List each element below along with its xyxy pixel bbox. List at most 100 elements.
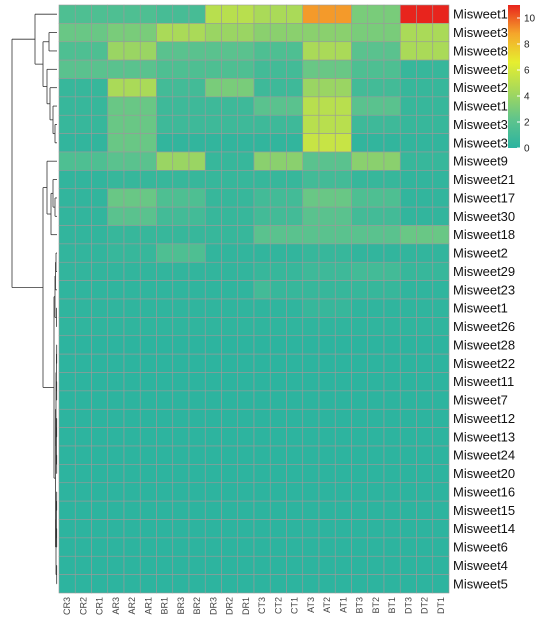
heatmap-cell bbox=[107, 4, 125, 24]
heatmap-cell bbox=[172, 298, 190, 318]
heatmap-cell bbox=[91, 390, 109, 410]
heatmap-cell bbox=[367, 170, 385, 190]
heatmap-cell bbox=[91, 170, 109, 190]
heatmap-cell bbox=[107, 445, 125, 465]
heatmap-cell bbox=[188, 427, 206, 447]
heatmap-cell bbox=[123, 427, 141, 447]
heatmap-cell bbox=[188, 372, 206, 392]
heatmap-cell bbox=[156, 225, 174, 245]
heatmap-cell bbox=[286, 151, 304, 171]
heatmap-cell bbox=[416, 464, 434, 484]
heatmap-cell bbox=[318, 445, 336, 465]
heatmap-cell bbox=[139, 464, 157, 484]
heatmap-cell bbox=[416, 317, 434, 337]
heatmap-cell bbox=[416, 243, 434, 263]
heatmap-cell bbox=[416, 298, 434, 318]
heatmap-cell bbox=[367, 225, 385, 245]
heatmap-cell bbox=[269, 41, 287, 61]
heatmap-cell bbox=[58, 188, 76, 208]
heatmap-cell bbox=[58, 243, 76, 263]
heatmap-cell bbox=[221, 261, 239, 281]
heatmap-cell bbox=[58, 96, 76, 116]
heatmap-cell bbox=[367, 280, 385, 300]
heatmap-cell bbox=[302, 151, 320, 171]
heatmap-cell bbox=[334, 261, 352, 281]
heatmap-cell bbox=[123, 353, 141, 373]
heatmap-cell bbox=[237, 427, 255, 447]
heatmap-cell bbox=[253, 537, 271, 557]
heatmap-cell bbox=[188, 519, 206, 539]
heatmap-cell bbox=[367, 482, 385, 502]
heatmap-cell bbox=[221, 188, 239, 208]
heatmap-cell bbox=[221, 298, 239, 318]
heatmap-cell bbox=[286, 500, 304, 520]
heatmap-cell bbox=[58, 114, 76, 134]
heatmap-cell bbox=[399, 353, 417, 373]
heatmap-cell bbox=[383, 59, 401, 79]
heatmap-cell bbox=[237, 41, 255, 61]
column-label: DR1 bbox=[241, 597, 251, 615]
heatmap-cell bbox=[286, 298, 304, 318]
heatmap-cell bbox=[432, 4, 450, 24]
heatmap-cell bbox=[172, 372, 190, 392]
heatmap-cell bbox=[123, 133, 141, 153]
heatmap-cell bbox=[318, 298, 336, 318]
heatmap-cell bbox=[432, 317, 450, 337]
heatmap-cell bbox=[172, 555, 190, 575]
heatmap-cell bbox=[367, 317, 385, 337]
heatmap-cell bbox=[416, 133, 434, 153]
heatmap-cell bbox=[172, 537, 190, 557]
heatmap-cell bbox=[269, 298, 287, 318]
heatmap-cell bbox=[286, 170, 304, 190]
heatmap-cell bbox=[253, 41, 271, 61]
column-label: BR1 bbox=[160, 597, 170, 615]
heatmap-cell bbox=[107, 519, 125, 539]
heatmap-cell bbox=[269, 390, 287, 410]
heatmap-cell bbox=[139, 317, 157, 337]
heatmap-cell bbox=[383, 574, 401, 594]
row-label: Misweet25 bbox=[453, 62, 515, 77]
heatmap-cell bbox=[172, 280, 190, 300]
row-label: Misweet30 bbox=[453, 209, 515, 224]
heatmap-cell bbox=[367, 427, 385, 447]
heatmap-cell bbox=[188, 96, 206, 116]
heatmap-cell bbox=[58, 41, 76, 61]
heatmap-cell bbox=[399, 243, 417, 263]
heatmap-cell bbox=[432, 280, 450, 300]
heatmap-cell bbox=[416, 280, 434, 300]
heatmap-cell bbox=[432, 188, 450, 208]
heatmap-cell bbox=[302, 408, 320, 428]
row-label: Misweet15 bbox=[453, 503, 515, 518]
heatmap-cell bbox=[318, 23, 336, 43]
heatmap-cell bbox=[107, 537, 125, 557]
heatmap-cell bbox=[399, 298, 417, 318]
heatmap-cell bbox=[269, 188, 287, 208]
heatmap-cell bbox=[334, 133, 352, 153]
heatmap-cell bbox=[91, 225, 109, 245]
heatmap-cell bbox=[269, 206, 287, 226]
heatmap-cell bbox=[302, 41, 320, 61]
heatmap-cell bbox=[416, 353, 434, 373]
heatmap-cell bbox=[383, 372, 401, 392]
heatmap-cell bbox=[107, 335, 125, 355]
heatmap-cell bbox=[188, 390, 206, 410]
heatmap-cell bbox=[172, 133, 190, 153]
heatmap-cell bbox=[156, 317, 174, 337]
heatmap-cell bbox=[399, 170, 417, 190]
heatmap-cell bbox=[399, 555, 417, 575]
heatmap-cell bbox=[107, 225, 125, 245]
heatmap-cell bbox=[367, 243, 385, 263]
heatmap-cell bbox=[58, 464, 76, 484]
heatmap-cell bbox=[302, 574, 320, 594]
heatmap-cell bbox=[286, 482, 304, 502]
column-label: CT3 bbox=[257, 597, 267, 614]
heatmap-cell bbox=[318, 243, 336, 263]
heatmap-cell bbox=[204, 59, 222, 79]
heatmap-cell bbox=[269, 445, 287, 465]
heatmap-cell bbox=[383, 390, 401, 410]
heatmap-cell bbox=[416, 114, 434, 134]
heatmap-cell bbox=[351, 225, 369, 245]
heatmap-cell bbox=[253, 225, 271, 245]
heatmap-cell bbox=[58, 500, 76, 520]
